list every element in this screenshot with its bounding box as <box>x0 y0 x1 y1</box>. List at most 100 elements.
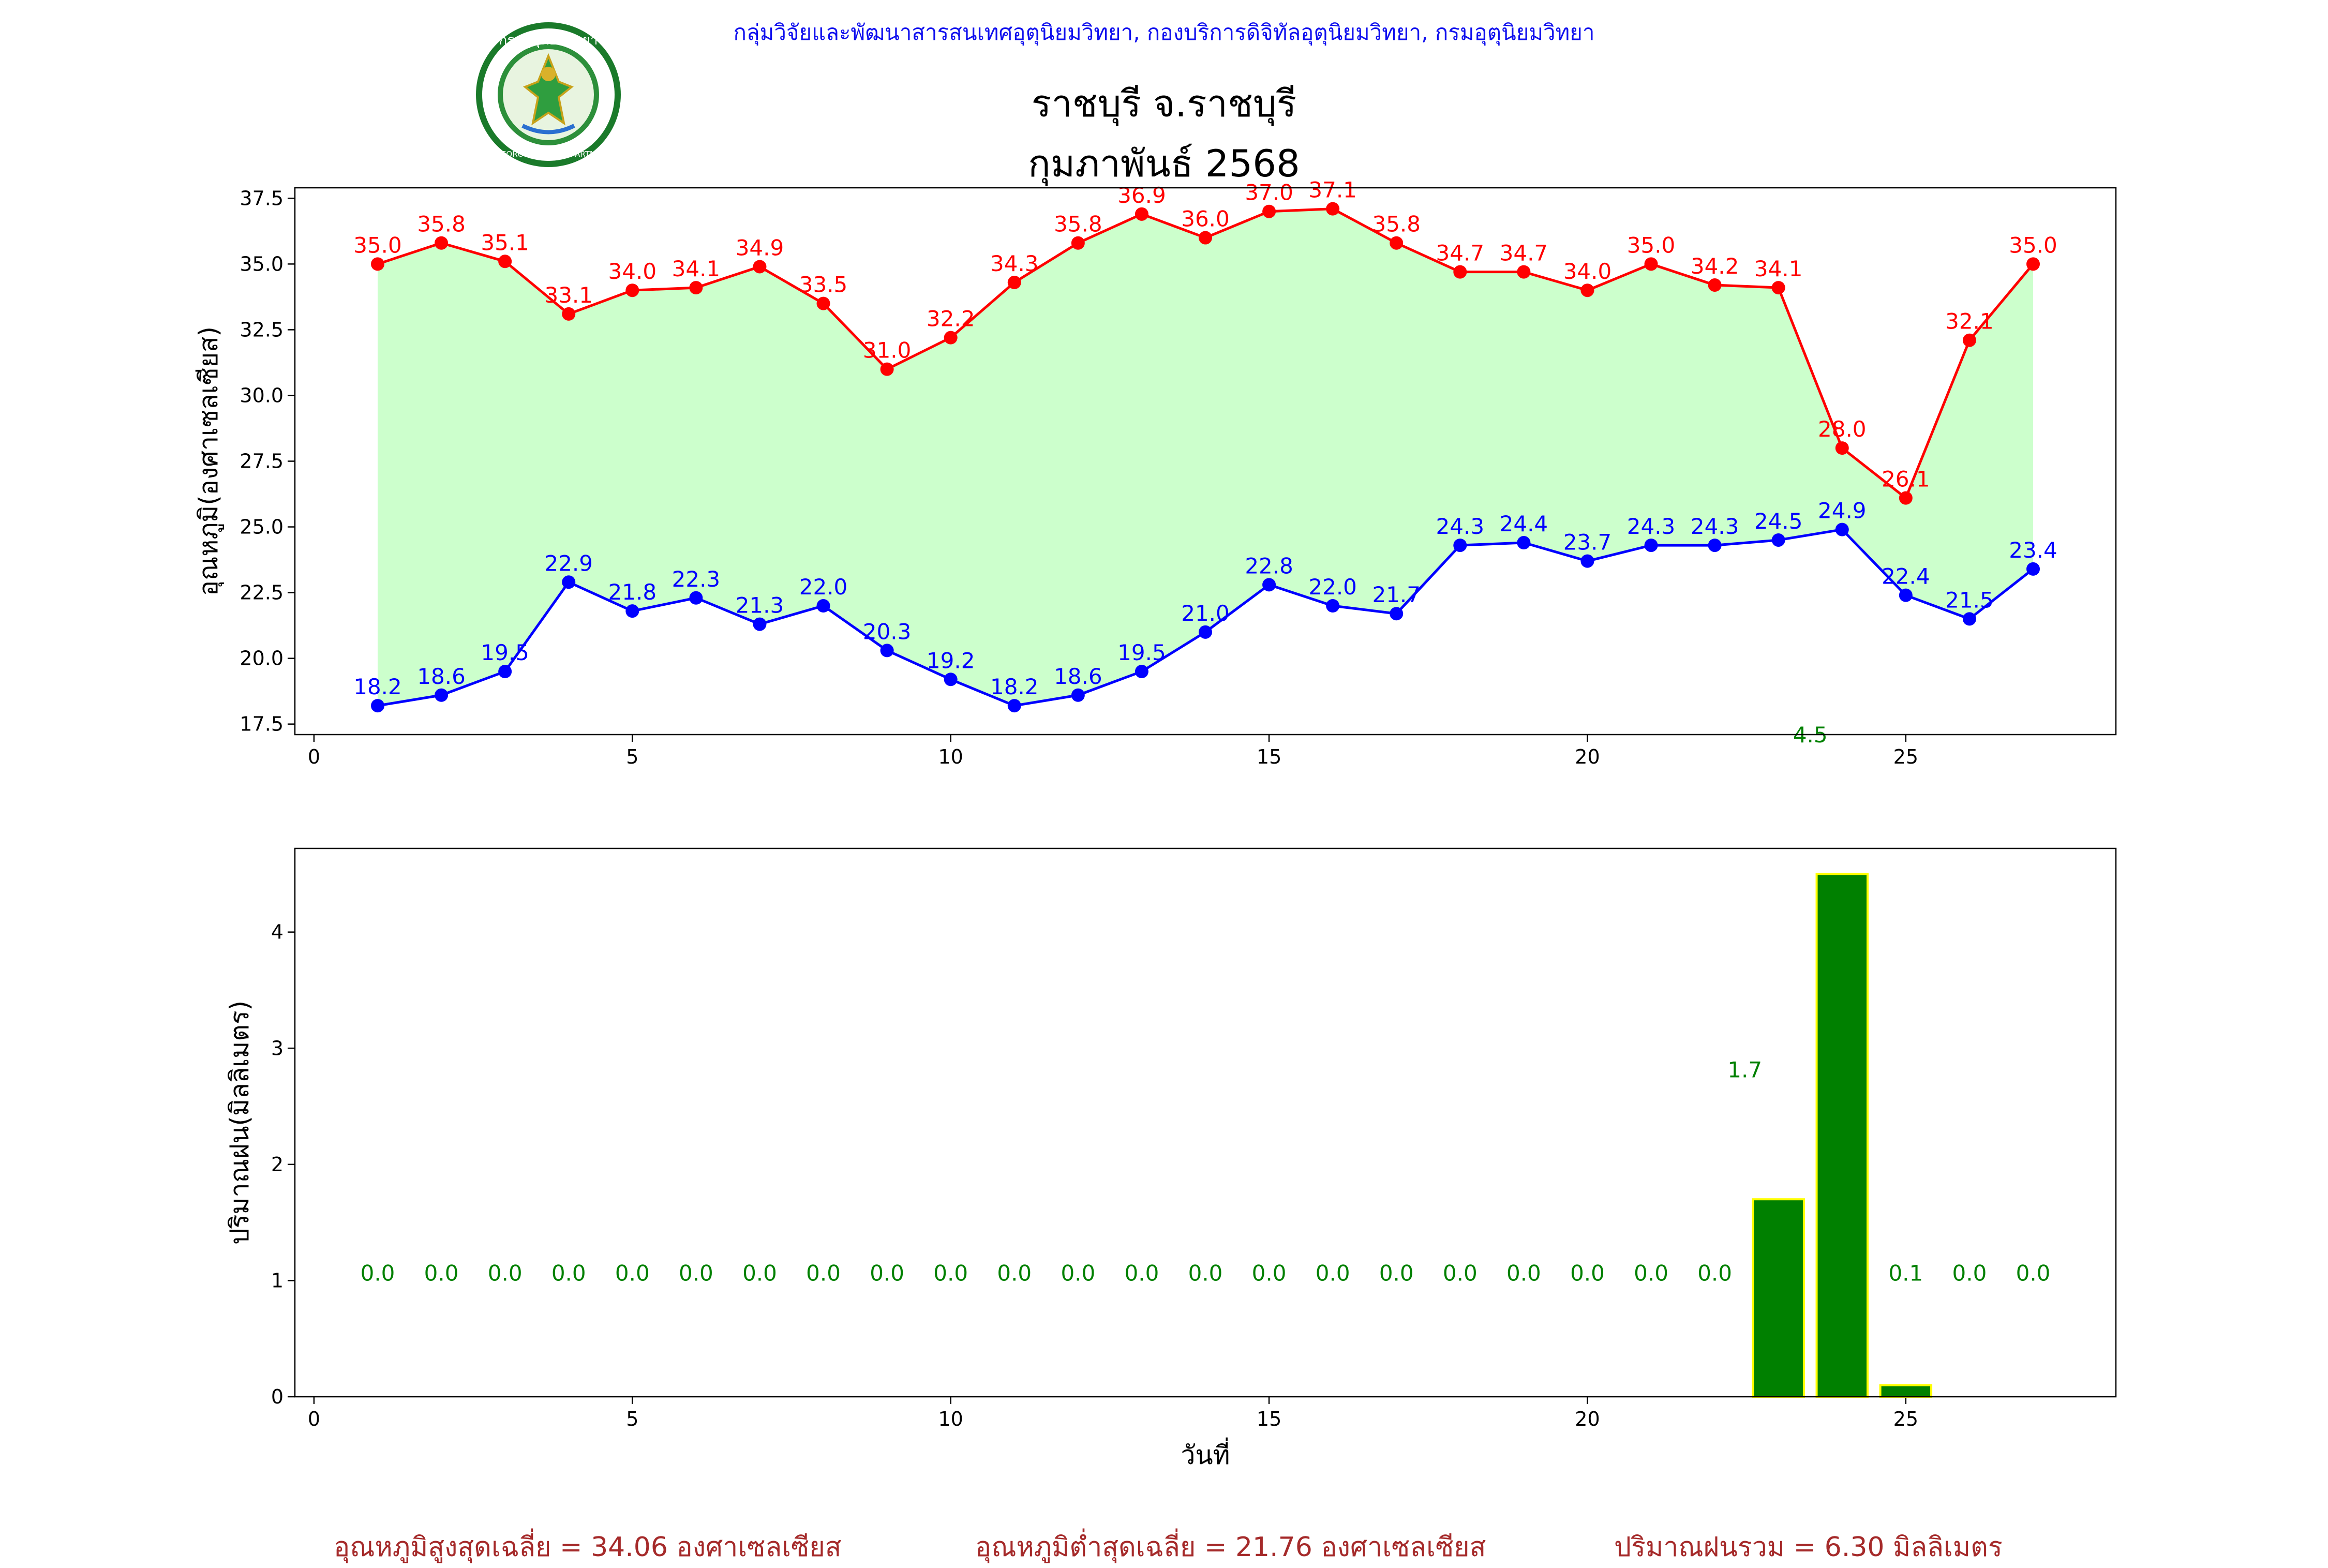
max-temp-point <box>689 281 703 295</box>
max-temp-point <box>1962 333 1976 347</box>
x-tick-label: 20 <box>1575 1408 1600 1430</box>
min-temp-data-label: 18.6 <box>417 664 466 689</box>
x-tick-label: 25 <box>1893 1408 1918 1430</box>
min-temp-data-label: 18.6 <box>1054 664 1102 689</box>
min-temp-data-label: 24.5 <box>1754 509 1803 534</box>
min-temp-data-label: 21.5 <box>1945 587 1994 613</box>
max-temp-data-label: 32.1 <box>1945 309 1994 334</box>
y-tick-label: 32.5 <box>240 318 283 341</box>
min-temp-point <box>1644 539 1658 552</box>
avg-max-temp: อุณหภูมิสูงสุดเฉลี่ย = 34.06 องศาเซลเซีย… <box>334 1532 842 1563</box>
max-temp-data-label: 35.8 <box>1054 212 1102 237</box>
max-temp-data-label: 37.0 <box>1245 180 1293 205</box>
max-temp-point <box>562 307 576 321</box>
min-temp-data-label: 22.8 <box>1245 553 1293 578</box>
y-tick-label: 0 <box>271 1385 283 1408</box>
y-tick-label: 4 <box>271 921 283 944</box>
max-temp-point <box>1071 236 1085 250</box>
max-temp-point <box>2026 257 2040 271</box>
min-temp-point <box>371 699 384 713</box>
rain-plot-frame <box>294 847 2117 1398</box>
min-temp-data-label: 21.7 <box>1372 582 1421 607</box>
min-temp-data-label: 18.2 <box>353 674 402 699</box>
total-rainfall: ปริมาณฝนรวม = 6.30 มิลลิเมตร <box>1614 1532 2003 1563</box>
logo-text-th: กรมอุตุนิยมวิทยา <box>499 33 598 48</box>
y-tick-label: 20.0 <box>240 647 283 670</box>
min-temp-point <box>1580 554 1594 568</box>
x-tick-label: 25 <box>1893 745 1918 768</box>
rain-data-label: 0.0 <box>806 1260 841 1286</box>
y-tick-label: 1 <box>271 1269 283 1292</box>
max-temp-point <box>880 362 894 376</box>
rain-data-label: 0.0 <box>1634 1260 1668 1286</box>
max-temp-point <box>1007 275 1021 289</box>
rain-data-label: 0.0 <box>679 1260 713 1286</box>
y-tick-label: 27.5 <box>240 450 283 473</box>
max-temp-point <box>1644 257 1658 271</box>
max-temp-data-label: 35.0 <box>2009 232 2057 258</box>
min-temp-data-label: 21.3 <box>736 593 784 618</box>
max-temp-point <box>1517 265 1531 279</box>
min-temp-point <box>880 644 894 658</box>
min-temp-point <box>625 604 639 618</box>
max-temp-data-label: 35.8 <box>417 212 466 237</box>
min-temp-point <box>1071 688 1085 702</box>
min-temp-point <box>1135 665 1148 679</box>
max-temp-point <box>1453 265 1467 279</box>
y-tick-label: 30.0 <box>240 384 283 407</box>
y-tick-label: 25.0 <box>240 516 283 539</box>
rain-data-label: 0.0 <box>551 1260 586 1286</box>
max-temp-data-label: 34.3 <box>990 251 1039 276</box>
x-tick-label: 0 <box>308 745 320 768</box>
rain-data-label: 0.0 <box>933 1260 968 1286</box>
min-temp-data-label: 22.0 <box>799 574 848 600</box>
min-temp-point <box>498 665 512 679</box>
min-temp-point <box>1390 607 1404 621</box>
min-temp-point <box>1708 539 1722 552</box>
min-temp-point <box>753 617 767 631</box>
department-logo: กรมอุตุนิยมวิทยา METEOROLOGICAL DEPARTME… <box>476 22 621 167</box>
rain-x-axis-label: วันที่ <box>1181 1438 1230 1470</box>
max-temp-data-label: 35.8 <box>1372 212 1421 237</box>
min-temp-data-label: 19.5 <box>1117 640 1166 665</box>
min-temp-point <box>1199 625 1212 639</box>
max-temp-data-label: 26.1 <box>1882 467 1930 492</box>
max-temp-point <box>944 331 958 345</box>
min-temp-data-label: 21.0 <box>1181 601 1230 626</box>
x-tick-label: 0 <box>308 1408 320 1430</box>
rain-data-label: 0.0 <box>1443 1260 1478 1286</box>
max-temp-point <box>1262 204 1276 218</box>
max-temp-point <box>1835 441 1849 455</box>
max-temp-data-label: 35.0 <box>1627 232 1676 258</box>
rain-bar <box>1815 873 1869 1398</box>
x-tick-label: 5 <box>626 1408 638 1430</box>
max-temp-point <box>753 260 767 274</box>
max-temp-data-label: 32.2 <box>927 306 975 332</box>
max-temp-point <box>625 283 639 297</box>
y-tick-label: 35.0 <box>240 252 283 275</box>
rain-bar <box>1879 1384 1933 1398</box>
chart-title-period: กุมภาพันธ์ 2568 <box>1028 142 1300 185</box>
y-tick-label: 2 <box>271 1153 283 1176</box>
max-temp-point <box>1580 283 1594 297</box>
max-temp-data-label: 34.9 <box>736 235 784 260</box>
max-temp-point <box>1390 236 1404 250</box>
min-temp-point <box>435 688 449 702</box>
max-temp-data-label: 36.9 <box>1117 183 1166 208</box>
min-temp-data-label: 24.3 <box>1627 514 1676 539</box>
min-temp-data-label: 24.4 <box>1500 511 1548 536</box>
rain-data-label: 0.0 <box>1570 1260 1605 1286</box>
rain-y-axis-label: ปริมาณฝน(มิลลิเมตร) <box>225 1000 255 1245</box>
x-tick-label: 15 <box>1257 1408 1281 1430</box>
min-temp-point <box>1962 612 1976 626</box>
avg-min-temp: อุณหภูมิต่ำสุดเฉลี่ย = 21.76 องศาเซลเซีย… <box>975 1532 1486 1563</box>
x-tick-label: 10 <box>938 745 963 768</box>
x-tick-label: 20 <box>1575 745 1600 768</box>
rain-data-label: 0.0 <box>1125 1260 1159 1286</box>
max-temp-data-label: 35.0 <box>353 232 402 258</box>
max-temp-data-label: 31.0 <box>863 338 912 363</box>
min-temp-point <box>1007 699 1021 713</box>
max-temp-point <box>1326 202 1340 216</box>
min-temp-data-label: 24.3 <box>1691 514 1739 539</box>
min-temp-point <box>1453 539 1467 552</box>
